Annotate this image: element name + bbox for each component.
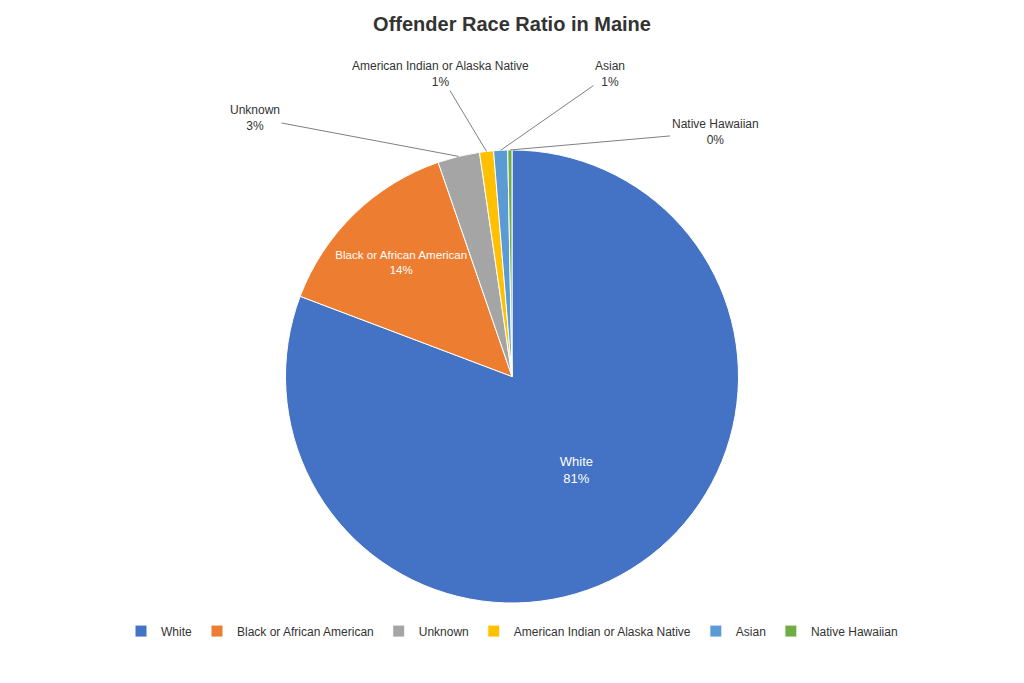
- svg-text:Asian: Asian: [736, 625, 766, 639]
- svg-text:Offender Race Ratio in Maine: Offender Race Ratio in Maine: [373, 13, 651, 35]
- svg-text:Black or African American14%: Black or African American14%: [335, 249, 467, 276]
- svg-text:Unknown3%: Unknown3%: [230, 103, 280, 133]
- svg-text:White81%: White81%: [560, 454, 593, 486]
- svg-text:White: White: [161, 625, 192, 639]
- svg-text:Native Hawaiian: Native Hawaiian: [811, 625, 898, 639]
- svg-text:Native Hawaiian0%: Native Hawaiian0%: [672, 117, 759, 147]
- svg-text:Unknown: Unknown: [419, 625, 469, 639]
- svg-text:Black or African American: Black or African American: [237, 625, 374, 639]
- svg-text:American Indian or Alaska Nati: American Indian or Alaska Native1%: [352, 59, 529, 89]
- svg-text:American Indian or Alaska Nati: American Indian or Alaska Native: [514, 625, 691, 639]
- svg-text:Asian1%: Asian1%: [595, 59, 625, 89]
